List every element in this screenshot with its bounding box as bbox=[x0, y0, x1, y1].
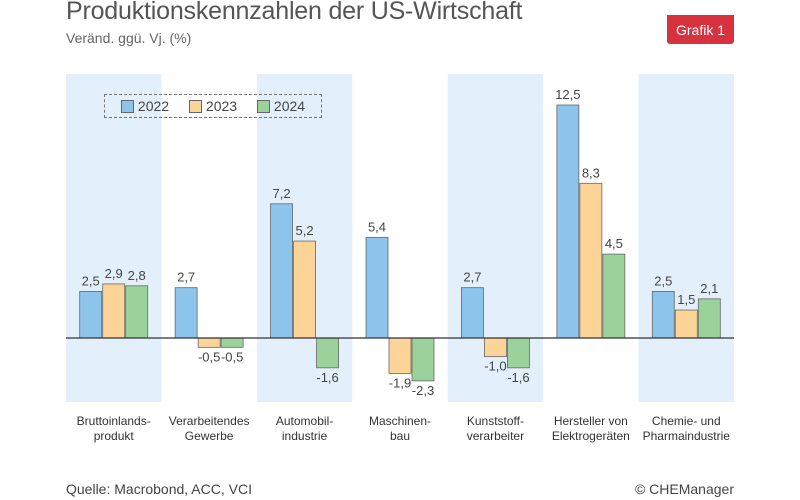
category-label: Maschinen-bau bbox=[350, 414, 450, 444]
bar-2023 bbox=[102, 283, 126, 339]
bar-2022 bbox=[270, 203, 293, 339]
bar-2023 bbox=[579, 182, 603, 339]
chart-title: Produktionskennzahlen der US-Wirtschaft bbox=[66, 0, 523, 25]
category-label-line: Automobil- bbox=[275, 414, 334, 428]
category-band bbox=[66, 74, 162, 402]
bar-2022 bbox=[556, 104, 580, 339]
bar-2024 bbox=[316, 337, 339, 369]
data-label-2024: -1,6 bbox=[316, 370, 338, 385]
bar-2022 bbox=[651, 290, 675, 339]
figure-badge: Grafik 1 bbox=[667, 15, 734, 44]
data-label-2022: 2,5 bbox=[82, 273, 100, 288]
data-label-2022: 12,5 bbox=[555, 87, 580, 102]
legend-swatch-2023 bbox=[188, 99, 202, 113]
legend-label-2024: 2024 bbox=[273, 98, 306, 114]
data-label-2023: 1,5 bbox=[677, 292, 695, 307]
category-label: Kunststoff-verarbeiter bbox=[445, 414, 545, 444]
legend-label-2023: 2023 bbox=[205, 98, 238, 114]
category-label-line: Gewerbe bbox=[184, 429, 234, 443]
bar-2023 bbox=[674, 309, 698, 339]
legend-item-2024: 2024 bbox=[256, 98, 306, 114]
data-label-2023: 5,2 bbox=[296, 223, 314, 238]
data-label-2022: 2,7 bbox=[463, 270, 481, 285]
legend-swatch-2024 bbox=[256, 99, 270, 113]
bar-2023 bbox=[197, 337, 221, 348]
data-label-2023: 8,3 bbox=[582, 165, 600, 180]
data-label-2023: -1,0 bbox=[484, 359, 506, 374]
category-label-line: Elektrogeräten bbox=[551, 429, 630, 443]
data-label-2022: 2,7 bbox=[177, 270, 195, 285]
legend-item-2022: 2022 bbox=[120, 98, 170, 114]
category-label-line: Kunststoff- bbox=[466, 414, 524, 428]
legend-swatch-2022 bbox=[120, 99, 134, 113]
bar-2024 bbox=[411, 337, 435, 382]
legend-item-2023: 2023 bbox=[188, 98, 238, 114]
category-label-line: produkt bbox=[93, 429, 134, 443]
data-label-2024: -1,6 bbox=[507, 370, 529, 385]
category-label: Hersteller von Elektrogeräten bbox=[541, 414, 641, 444]
data-label-2023: -0,5 bbox=[198, 349, 220, 364]
data-label-2022: 5,4 bbox=[368, 219, 386, 234]
category-label-line: Pharmaindustrie bbox=[642, 429, 730, 443]
data-label-2024: -0,5 bbox=[221, 349, 243, 364]
data-label-2022: 7,2 bbox=[273, 186, 291, 201]
bar-2022 bbox=[79, 290, 103, 339]
data-label-2024: 2,1 bbox=[700, 281, 718, 296]
chart-subtitle: Veränd. ggü. Vj. (%) bbox=[66, 30, 192, 46]
data-label-2023: 2,9 bbox=[105, 266, 123, 281]
bar-2022 bbox=[461, 287, 484, 339]
bar-2024 bbox=[507, 337, 530, 369]
category-label-line: Hersteller von bbox=[553, 414, 628, 428]
category-label-line: Chemie- und bbox=[651, 414, 721, 428]
legend: 2022 2023 2024 bbox=[104, 94, 322, 118]
bar-2024 bbox=[602, 253, 626, 339]
category-label: Verarbeitendes Gewerbe bbox=[159, 414, 259, 444]
category-label-line: verarbeiter bbox=[466, 429, 525, 443]
bar-2024 bbox=[125, 285, 149, 339]
legend-label-2022: 2022 bbox=[137, 98, 170, 114]
category-label: Automobil-industrie bbox=[255, 414, 355, 444]
category-band bbox=[638, 74, 734, 402]
data-label-2024: 4,5 bbox=[605, 236, 623, 251]
bar-2022 bbox=[174, 287, 198, 339]
bar-2024 bbox=[220, 337, 244, 348]
data-label-2022: 2,5 bbox=[654, 273, 672, 288]
data-label-2023: -1,9 bbox=[389, 375, 411, 390]
category-label-line: Maschinen- bbox=[368, 414, 432, 428]
bar-2023 bbox=[293, 240, 316, 339]
category-label-line: industrie bbox=[281, 429, 328, 443]
category-label-line: bau bbox=[389, 429, 411, 443]
category-label: Bruttoinlands-produkt bbox=[64, 414, 164, 444]
bar-2023 bbox=[484, 337, 507, 358]
bar-2023 bbox=[388, 337, 412, 374]
category-label: Chemie- und Pharmaindustrie bbox=[636, 414, 736, 444]
data-label-2024: 2,8 bbox=[128, 268, 146, 283]
source-note: Quelle: Macrobond, ACC, VCI bbox=[66, 481, 252, 497]
category-label-line: Bruttoinlands- bbox=[76, 414, 151, 428]
bar-2022 bbox=[365, 236, 389, 339]
data-label-2024: -2,3 bbox=[412, 383, 434, 398]
copyright-note: © CHEManager bbox=[634, 481, 734, 497]
bar-2024 bbox=[697, 298, 721, 339]
category-label-line: Verarbeitendes bbox=[168, 414, 250, 428]
